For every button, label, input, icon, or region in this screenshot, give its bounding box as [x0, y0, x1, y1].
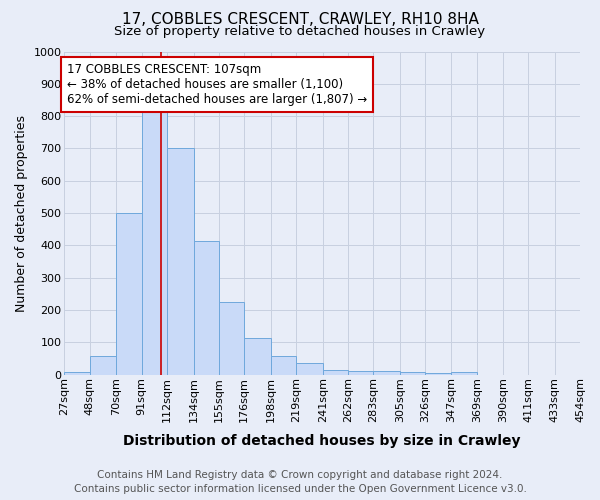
- Y-axis label: Number of detached properties: Number of detached properties: [15, 114, 28, 312]
- Bar: [142, 110, 167, 374]
- Bar: [296, 364, 323, 374]
- Bar: [451, 372, 478, 374]
- Bar: [89, 356, 116, 374]
- Text: Contains HM Land Registry data © Crown copyright and database right 2024.
Contai: Contains HM Land Registry data © Crown c…: [74, 470, 526, 494]
- Bar: [323, 370, 348, 374]
- Text: 17, COBBLES CRESCENT, CRAWLEY, RH10 8HA: 17, COBBLES CRESCENT, CRAWLEY, RH10 8HA: [122, 12, 478, 28]
- Bar: [400, 372, 425, 374]
- X-axis label: Distribution of detached houses by size in Crawley: Distribution of detached houses by size …: [124, 434, 521, 448]
- Bar: [271, 356, 296, 374]
- Bar: [373, 372, 400, 374]
- Bar: [167, 148, 194, 374]
- Bar: [194, 240, 219, 374]
- Bar: [64, 372, 89, 374]
- Bar: [116, 213, 142, 374]
- Text: Size of property relative to detached houses in Crawley: Size of property relative to detached ho…: [115, 25, 485, 38]
- Text: 17 COBBLES CRESCENT: 107sqm
← 38% of detached houses are smaller (1,100)
62% of : 17 COBBLES CRESCENT: 107sqm ← 38% of det…: [67, 63, 367, 106]
- Bar: [348, 370, 373, 374]
- Bar: [425, 373, 451, 374]
- Bar: [219, 302, 244, 374]
- Bar: [244, 338, 271, 374]
